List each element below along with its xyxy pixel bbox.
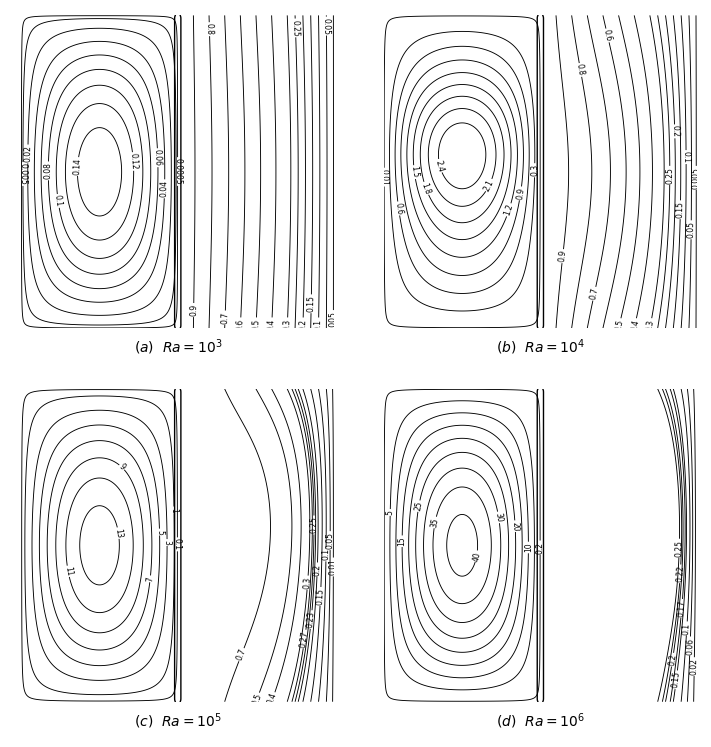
Text: 0.2: 0.2 bbox=[535, 542, 545, 554]
Text: 1.8: 1.8 bbox=[419, 182, 432, 196]
Text: 40: 40 bbox=[471, 551, 482, 562]
Text: 0.25: 0.25 bbox=[675, 539, 684, 557]
Text: $(b)$  $Ra = 10^{4}$: $(b)$ $Ra = 10^{4}$ bbox=[496, 338, 585, 357]
Text: 0.4: 0.4 bbox=[267, 318, 277, 331]
Text: 0.1: 0.1 bbox=[321, 548, 331, 560]
Text: 0.01: 0.01 bbox=[380, 169, 389, 185]
Text: 0.0005: 0.0005 bbox=[173, 158, 182, 185]
Text: 0.22: 0.22 bbox=[675, 565, 685, 583]
Text: 0.3: 0.3 bbox=[303, 576, 313, 589]
Text: 20: 20 bbox=[510, 521, 520, 531]
Text: 0.9: 0.9 bbox=[515, 187, 526, 200]
Text: 0.4: 0.4 bbox=[267, 692, 279, 706]
Text: 2.1: 2.1 bbox=[483, 178, 496, 193]
Text: 0.9: 0.9 bbox=[557, 249, 568, 263]
Text: 0.06: 0.06 bbox=[685, 637, 695, 654]
Text: 15: 15 bbox=[397, 536, 407, 546]
Text: 0.05: 0.05 bbox=[326, 532, 335, 549]
Text: 0.1: 0.1 bbox=[53, 194, 63, 208]
Text: 3: 3 bbox=[163, 540, 171, 545]
Text: 0.06: 0.06 bbox=[153, 149, 163, 167]
Text: 0.5: 0.5 bbox=[252, 318, 261, 331]
Text: 0.14: 0.14 bbox=[73, 158, 82, 175]
Text: 35: 35 bbox=[429, 517, 440, 528]
Text: 0.25: 0.25 bbox=[291, 19, 300, 37]
Text: 0.005: 0.005 bbox=[18, 163, 28, 185]
Text: 30: 30 bbox=[493, 512, 504, 523]
Text: 0.3: 0.3 bbox=[530, 164, 539, 176]
Text: 0.8: 0.8 bbox=[575, 63, 586, 77]
Text: 0.15: 0.15 bbox=[670, 671, 682, 689]
Text: 1: 1 bbox=[169, 507, 178, 512]
Text: 5: 5 bbox=[155, 530, 164, 535]
Text: 0.005: 0.005 bbox=[329, 311, 338, 333]
Text: 0.12: 0.12 bbox=[128, 153, 139, 170]
Text: $(c)$  $Ra = 10^{5}$: $(c)$ $Ra = 10^{5}$ bbox=[134, 711, 222, 731]
Text: 0.5: 0.5 bbox=[614, 318, 625, 332]
Text: 0.2: 0.2 bbox=[667, 653, 678, 666]
Text: 1.2: 1.2 bbox=[503, 203, 515, 217]
Text: 0.05: 0.05 bbox=[687, 221, 696, 238]
Text: 0.6: 0.6 bbox=[236, 318, 245, 331]
Text: 9: 9 bbox=[117, 462, 127, 472]
Text: 0.7: 0.7 bbox=[589, 287, 600, 300]
Text: 0.2: 0.2 bbox=[313, 563, 322, 576]
Text: 11: 11 bbox=[63, 565, 73, 577]
Text: 0.9: 0.9 bbox=[189, 304, 198, 316]
Text: 2.4: 2.4 bbox=[434, 159, 446, 173]
Text: 1.5: 1.5 bbox=[409, 166, 419, 179]
Text: $(a)$  $Ra = 10^{3}$: $(a)$ $Ra = 10^{3}$ bbox=[134, 338, 222, 357]
Text: 0.15: 0.15 bbox=[675, 201, 685, 218]
Text: 0.1: 0.1 bbox=[682, 622, 692, 635]
Text: 0.6: 0.6 bbox=[602, 28, 614, 43]
Text: 0.6: 0.6 bbox=[393, 202, 404, 215]
Text: 0.7: 0.7 bbox=[220, 311, 230, 323]
Text: 0.3: 0.3 bbox=[645, 318, 656, 332]
Text: 0.7: 0.7 bbox=[235, 648, 248, 662]
Text: 0.02: 0.02 bbox=[690, 658, 699, 675]
Text: 0.2: 0.2 bbox=[299, 318, 308, 331]
Text: 0.17: 0.17 bbox=[677, 600, 687, 617]
Text: 0.05: 0.05 bbox=[322, 17, 331, 34]
Text: 0.15: 0.15 bbox=[316, 588, 326, 605]
Text: 13: 13 bbox=[113, 527, 124, 539]
Text: 0.4: 0.4 bbox=[629, 318, 641, 332]
Text: 0.27: 0.27 bbox=[299, 630, 310, 648]
Text: 0.08: 0.08 bbox=[44, 162, 53, 179]
Text: 0.005: 0.005 bbox=[692, 167, 701, 189]
Text: 0.01: 0.01 bbox=[328, 559, 338, 575]
Text: 0.23: 0.23 bbox=[306, 611, 316, 628]
Text: 0.02: 0.02 bbox=[23, 146, 33, 162]
Text: 0.1: 0.1 bbox=[173, 539, 182, 551]
Text: 0.25: 0.25 bbox=[309, 516, 319, 533]
Text: 0.25: 0.25 bbox=[665, 167, 674, 184]
Text: 5: 5 bbox=[385, 510, 395, 515]
Text: 7: 7 bbox=[146, 576, 155, 582]
Text: 0.5: 0.5 bbox=[250, 692, 263, 707]
Text: 0.3: 0.3 bbox=[283, 318, 292, 331]
Text: 0.1: 0.1 bbox=[682, 151, 690, 163]
Text: 0.15: 0.15 bbox=[306, 295, 316, 312]
Text: 0.04: 0.04 bbox=[160, 180, 169, 197]
Text: 0.2: 0.2 bbox=[670, 125, 680, 137]
Text: 0.1: 0.1 bbox=[314, 318, 324, 330]
Text: 0.8: 0.8 bbox=[205, 23, 214, 35]
Text: $(d)$  $Ra = 10^{6}$: $(d)$ $Ra = 10^{6}$ bbox=[496, 711, 585, 731]
Text: 10: 10 bbox=[524, 542, 533, 552]
Text: 25: 25 bbox=[414, 500, 424, 512]
